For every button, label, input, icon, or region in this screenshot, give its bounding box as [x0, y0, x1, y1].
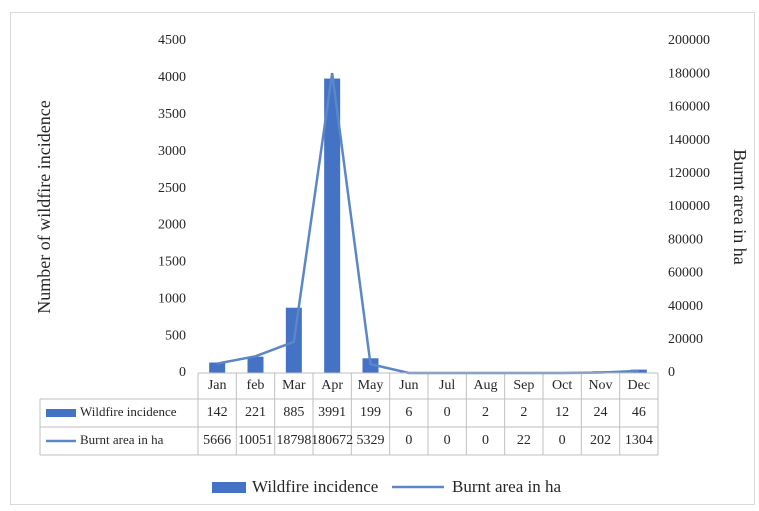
table-cell: 6	[405, 405, 412, 420]
table-cell: 5329	[357, 433, 385, 448]
x-tick-label: Jan	[208, 378, 227, 393]
table-cell: 202	[590, 433, 611, 448]
y2-tick-label: 100000	[668, 199, 710, 214]
y2-tick-label: 60000	[668, 266, 703, 281]
y-tick-label: 4000	[158, 70, 186, 85]
y2-tick-label: 120000	[668, 166, 710, 181]
table-cell: 46	[632, 405, 646, 420]
table-cell: 2	[520, 405, 527, 420]
table-cell: 0	[444, 405, 451, 420]
y2-tick-label: 40000	[668, 299, 703, 314]
x-tick-label: Apr	[321, 378, 343, 393]
x-tick-label: feb	[247, 378, 265, 393]
x-tick-label: Mar	[282, 378, 306, 393]
x-tick-label: May	[358, 378, 384, 393]
table-cell: 22	[517, 433, 531, 448]
table-cell: 24	[594, 405, 608, 420]
y-tick-label: 0	[179, 365, 186, 380]
bar	[324, 78, 341, 373]
table-cell: 0	[482, 433, 489, 448]
chart-border	[10, 12, 755, 505]
bar	[209, 362, 226, 373]
y2-tick-label: 200000	[668, 33, 710, 48]
table-cell: 0	[559, 433, 566, 448]
x-tick-label: Jun	[399, 378, 418, 393]
y2-tick-label: 160000	[668, 100, 710, 115]
table-cell: 1304	[625, 433, 653, 448]
y-tick-label: 1500	[158, 255, 186, 270]
y-tick-label: 500	[165, 328, 186, 343]
table-legend-key	[46, 409, 76, 417]
table-cell: 2	[482, 405, 489, 420]
x-tick-label: Nov	[588, 378, 612, 393]
x-tick-label: Aug	[473, 378, 497, 393]
y2-tick-label: 0	[668, 365, 675, 380]
table-cell: 5666	[203, 433, 231, 448]
legend-label: Wildfire incidence	[252, 477, 378, 496]
table-cell: 10051	[238, 433, 273, 448]
y-tick-label: 1000	[158, 291, 186, 306]
y2-tick-label: 80000	[668, 232, 703, 247]
y-axis-title: Number of wildfire incidence	[34, 100, 54, 313]
table-cell: 3991	[318, 405, 346, 420]
y-tick-label: 3000	[158, 144, 186, 159]
table-row-header: Wildfire incidence	[80, 404, 177, 419]
table-cell: 221	[245, 405, 266, 420]
y-tick-label: 3500	[158, 107, 186, 122]
x-tick-label: Dec	[628, 378, 651, 393]
x-tick-label: Sep	[513, 378, 534, 393]
y2-axis-title: Burnt area in ha	[730, 149, 750, 264]
y2-tick-label: 140000	[668, 133, 710, 148]
table-cell: 199	[360, 405, 381, 420]
table-row-header: Burnt area in ha	[80, 432, 164, 447]
y-tick-label: 4500	[158, 33, 186, 48]
table-cell: 142	[207, 405, 228, 420]
legend-label: Burnt area in ha	[452, 477, 561, 496]
table-cell: 0	[405, 433, 412, 448]
table-cell: 885	[283, 405, 304, 420]
bar	[247, 356, 264, 373]
x-tick-label: Jul	[439, 378, 455, 393]
legend-key	[212, 482, 246, 493]
y2-tick-label: 180000	[668, 66, 710, 81]
bar	[362, 358, 379, 373]
table-cell: 180672	[311, 433, 353, 448]
x-tick-label: Oct	[552, 378, 572, 393]
y-tick-label: 2500	[158, 181, 186, 196]
table-cell: 18798	[276, 433, 311, 448]
y-tick-label: 2000	[158, 218, 186, 233]
table-cell: 0	[444, 433, 451, 448]
y2-tick-label: 20000	[668, 332, 703, 347]
table-cell: 12	[555, 405, 569, 420]
